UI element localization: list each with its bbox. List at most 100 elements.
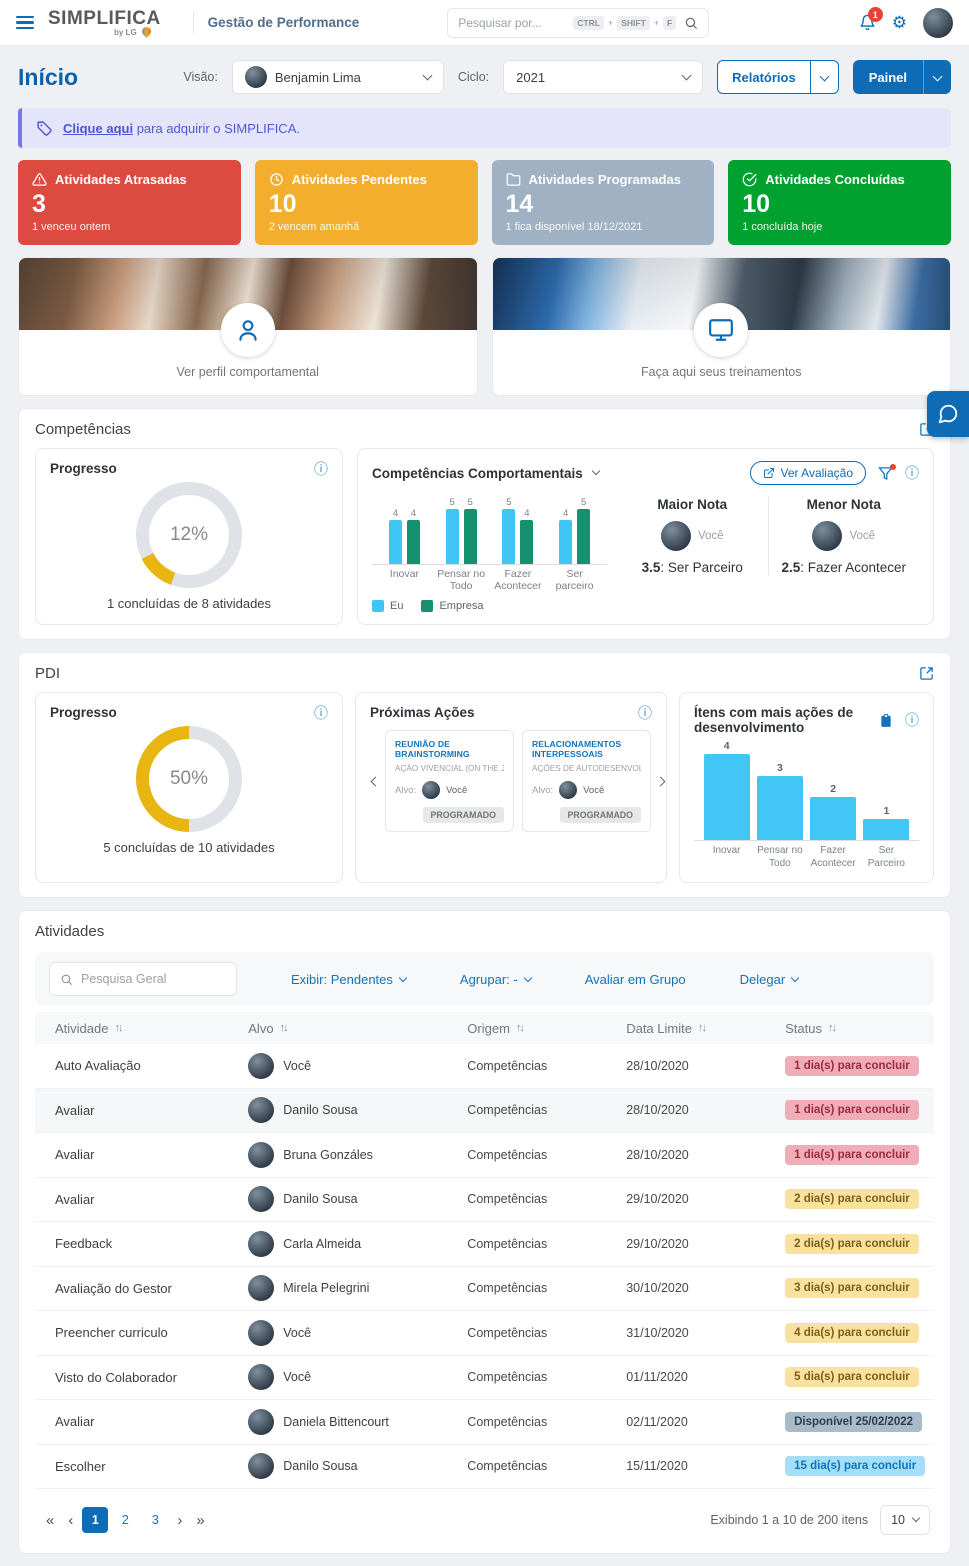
relatorios-caret[interactable] [809,61,838,93]
ver-avaliacao-button[interactable]: Ver Avaliação [749,461,866,485]
expand-icon[interactable] [919,666,934,681]
column-header[interactable]: Alvo ↑↓ [248,1020,289,1036]
stat-card-pendentes[interactable]: Atividades Pendentes 10 2 vencem amanhã [254,160,478,245]
filter-icon[interactable] [878,463,896,481]
global-search-input[interactable] [458,15,545,30]
treinamentos-card[interactable]: Faça aqui seus treinamentos [491,257,951,396]
alert-triangle-icon [32,172,47,187]
table-row[interactable]: Escolher Danilo Sousa Competências 15/11… [35,1445,934,1489]
info-icon[interactable]: ⓘ [905,465,919,481]
painel-label[interactable]: Painel [868,69,907,85]
table-row[interactable]: Avaliação do Gestor Mirela Pelegrini Com… [35,1267,934,1311]
sort-icon[interactable]: ↑↓ [827,1022,837,1034]
top-navbar: SIMPLIFICA by LG Gestão de Performance C… [0,0,969,46]
pesquisa-geral-input[interactable] [81,972,211,986]
filter-agrupar[interactable]: Agrupar: - [460,972,532,987]
info-icon[interactable]: ⓘ [905,712,919,728]
filter-exibir[interactable]: Exibir: Pendentes [291,972,408,987]
sort-icon[interactable]: ↑↓ [515,1022,525,1034]
search-icon[interactable] [684,16,698,30]
user-avatar[interactable] [923,7,953,38]
painel-button[interactable]: Painel [852,60,951,94]
column-header[interactable]: Origem ↑↓ [467,1020,525,1036]
relatorios-label[interactable]: Relatórios [732,69,796,85]
table-row[interactable]: Auto Avaliação Você Competências 28/10/2… [35,1044,934,1089]
promo-caption: Faça aqui seus treinamentos [640,365,802,379]
painel-caret[interactable] [923,60,951,94]
cell-origem: Competências [467,1459,548,1474]
first-page-icon[interactable]: « [46,1511,55,1529]
column-header[interactable]: Data Limite ↑↓ [626,1020,707,1036]
card-title: Progresso [50,461,117,476]
stat-card-atrasadas[interactable]: Atividades Atrasadas 3 1 venceu ontem [18,160,241,245]
table-row[interactable]: Preencher curriculo Você Competências 31… [35,1311,934,1356]
ciclo-select[interactable]: 2021 [503,60,704,94]
cell-atividade: Auto Avaliação [55,1058,141,1074]
column-header[interactable]: Atividade ↑↓ [55,1020,123,1036]
relatorios-button[interactable]: Relatórios [717,60,839,94]
perfil-comportamental-card[interactable]: Ver perfil comportamental [18,257,478,396]
app-title: Gestão de Performance [207,15,360,30]
gear-icon[interactable]: ⚙ [891,13,907,32]
bar-group: 4 [703,740,750,840]
table-row[interactable]: Avaliar Danilo Sousa Competências 29/10/… [35,1178,934,1222]
section-title: Competências [35,421,131,438]
page-number[interactable]: 2 [121,1513,129,1527]
table-row[interactable]: Avaliar Bruna Gonzáles Competências 28/1… [35,1133,934,1178]
page-title: Início [18,63,79,90]
menu-icon[interactable] [16,15,34,30]
page-number[interactable]: 3 [151,1513,159,1527]
cell-alvo: Danilo Sousa [248,1097,467,1124]
table-row[interactable]: Avaliar Danilo Sousa Competências 28/10/… [35,1088,934,1133]
check-circle-icon [742,172,757,187]
clipboard-icon[interactable] [879,713,893,728]
sort-icon[interactable]: ↑↓ [697,1022,707,1034]
person-icon [220,303,275,357]
chat-button[interactable] [927,391,969,437]
sort-icon[interactable]: ↑↓ [279,1022,289,1034]
stat-note: 1 concluída hoje [742,221,823,233]
acao-card[interactable]: REUNIÃO DE BRAINSTORMING AÇÃO VIVENCIAL … [385,730,514,832]
pesquisa-geral[interactable] [49,962,237,996]
notification-badge: 1 [867,7,883,22]
carousel-next-icon[interactable] [655,770,666,792]
stat-card-programadas[interactable]: Atividades Programadas 14 1 fica disponí… [491,160,715,245]
cell-status: Disponível 25/02/2022 [785,1411,923,1432]
brand-logo[interactable]: SIMPLIFICA by LG [48,8,175,38]
section-title: Atividades [35,923,105,940]
category-label: Ser Parceiro [867,845,905,869]
acao-card[interactable]: RELACIONAMENTOS INTERPESSOAIS AÇÕES DE A… [522,730,651,832]
page-size-select[interactable]: 10 [880,1505,930,1535]
visao-select[interactable]: Benjamin Lima [231,60,444,94]
promo-cards: Ver perfil comportamental Faça aqui seus… [0,257,969,396]
cell-status: 3 dia(s) para concluir [785,1278,919,1299]
delegar-menu[interactable]: Delegar [740,972,800,987]
page-number[interactable]: 1 [82,1507,109,1533]
card-title[interactable]: Competências Comportamentais [372,466,601,481]
info-icon[interactable]: ⓘ [314,460,328,477]
column-header[interactable]: Status ↑↓ [785,1020,837,1036]
last-page-icon[interactable]: » [196,1511,205,1529]
info-icon[interactable]: ⓘ [638,704,652,721]
carousel-prev-icon[interactable] [370,770,381,792]
prev-page-icon[interactable]: ‹ [68,1511,74,1529]
banner-link[interactable]: Clique aqui [63,120,134,136]
notifications-button[interactable]: 1 [859,7,883,31]
global-search[interactable]: CTRL+SHIFT+F+ [447,7,710,38]
sort-icon[interactable]: ↑↓ [114,1022,123,1034]
cell-status: 1 dia(s) para concluir [785,1100,919,1121]
pdi-progresso-card: Progresso ⓘ 50% 5 concluídas de 10 ativi… [35,692,343,883]
avaliar-em-grupo-link[interactable]: Avaliar em Grupo [584,971,686,987]
stat-card-concluidas[interactable]: Atividades Concluídas 10 1 concluída hoj… [728,160,951,245]
stat-note: 1 venceu ontem [32,221,111,233]
stat-value: 3 [32,190,46,218]
next-page-icon[interactable]: › [177,1511,183,1529]
table-row[interactable]: Visto do Colaborador Você Competências 0… [35,1356,934,1400]
cell-origem: Competências [467,1281,548,1296]
info-icon[interactable]: ⓘ [314,704,328,721]
cell-data-limite: 29/10/2020 [626,1192,689,1207]
table-row[interactable]: Feedback Carla Almeida Competências 29/1… [35,1222,934,1267]
cell-alvo: Bruna Gonzáles [248,1141,467,1168]
table-row[interactable]: Avaliar Daniela Bittencourt Competências… [35,1400,934,1445]
cell-atividade: Avaliar [55,1414,95,1430]
